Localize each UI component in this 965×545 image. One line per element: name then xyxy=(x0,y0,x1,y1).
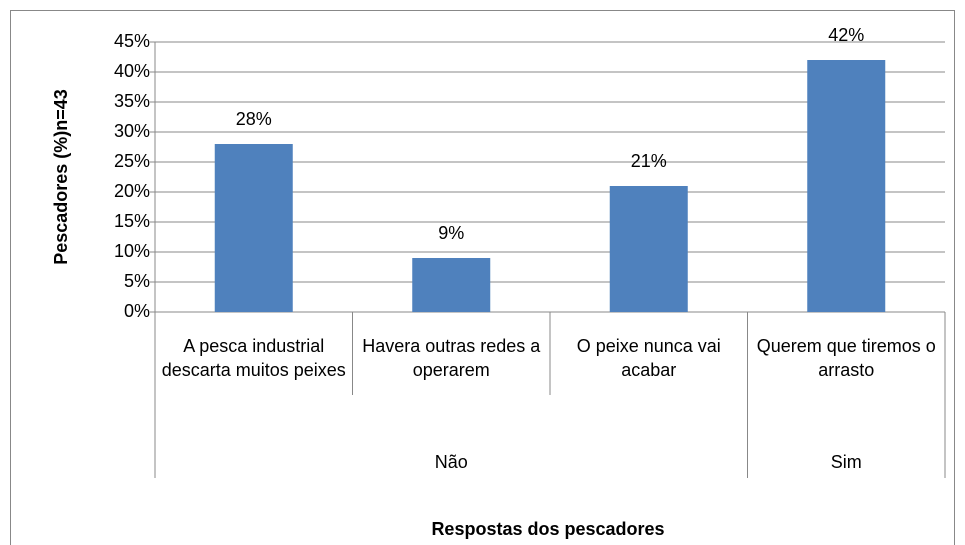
x-tick-label: A pesca industrial descarta muitos peixe… xyxy=(161,336,346,380)
y-tick-label: 15% xyxy=(114,211,150,231)
value-label: 9% xyxy=(438,223,464,243)
group-label: Não xyxy=(435,452,468,472)
group-label: Sim xyxy=(831,452,862,472)
y-tick-label: 30% xyxy=(114,121,150,141)
x-tick-label: Querem que tiremos o arrasto xyxy=(756,336,936,380)
chart-frame xyxy=(10,10,955,545)
value-label: 28% xyxy=(236,109,272,129)
bar xyxy=(412,258,491,312)
y-tick-label: 25% xyxy=(114,151,150,171)
x-tick-label: Havera outras redes a operarem xyxy=(362,336,541,380)
y-tick-label: 40% xyxy=(114,61,150,81)
y-tick-label: 5% xyxy=(124,271,150,291)
y-tick-label: 0% xyxy=(124,301,150,321)
y-tick-label: 35% xyxy=(114,91,150,111)
bar xyxy=(214,144,293,312)
x-axis-title: Respostas dos pescadores xyxy=(431,519,664,539)
x-tick-label: O peixe nunca vai acabar xyxy=(576,336,721,380)
y-tick-label: 10% xyxy=(114,241,150,261)
y-tick-label: 45% xyxy=(114,31,150,51)
value-label: 42% xyxy=(828,25,864,45)
y-tick-label: 20% xyxy=(114,181,150,201)
value-label: 21% xyxy=(631,151,667,171)
bar xyxy=(807,60,886,312)
bar xyxy=(609,186,688,312)
y-axis-title: Pescadores (%)n=43 xyxy=(51,89,71,265)
